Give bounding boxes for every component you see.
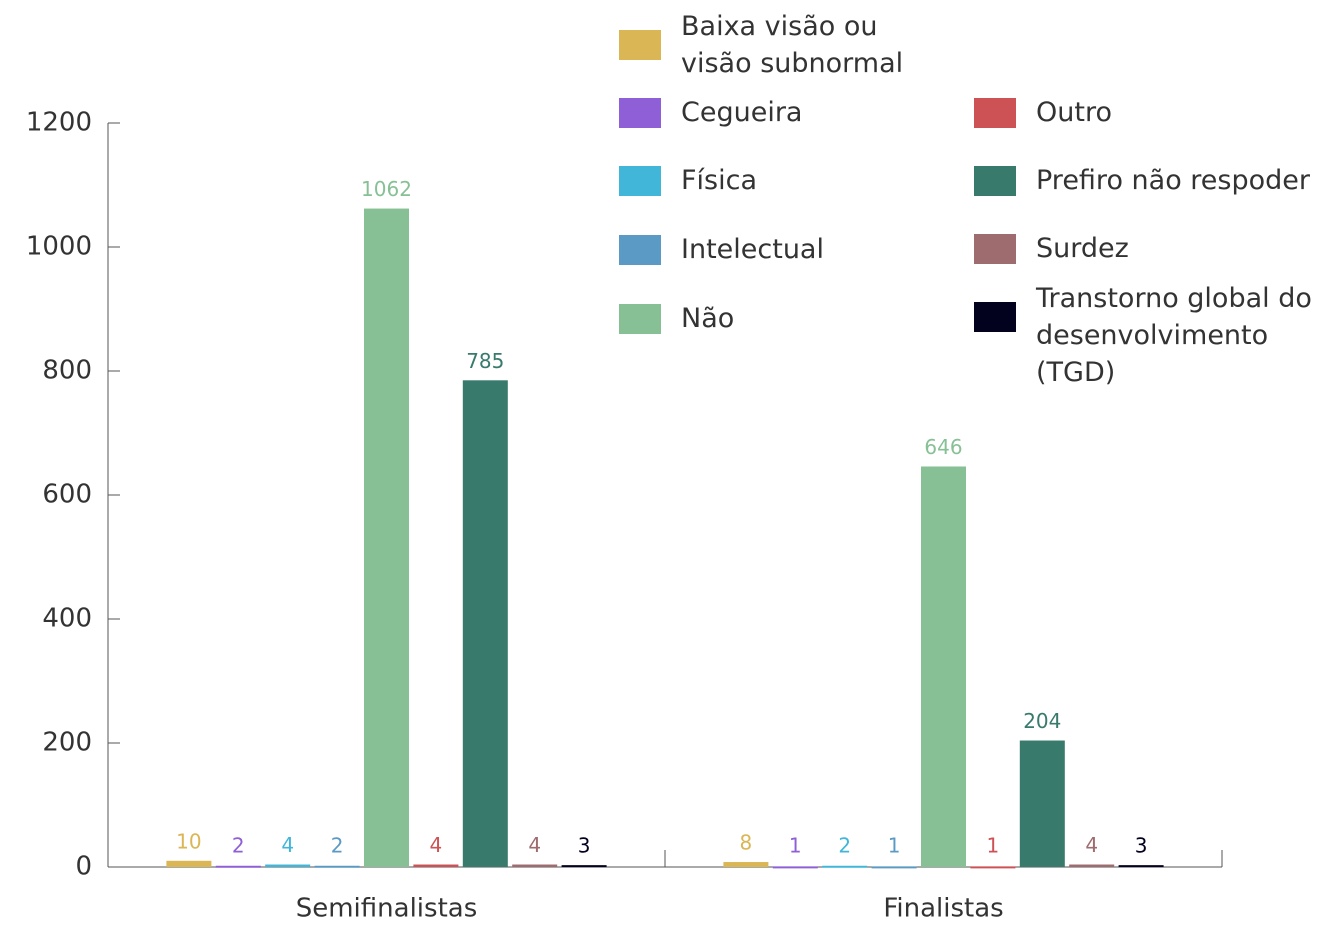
legend-item: Cegueira xyxy=(619,94,956,131)
value-label: 4 xyxy=(1085,833,1098,857)
value-label: 785 xyxy=(466,349,504,373)
value-label: 4 xyxy=(281,833,294,857)
legend-label: Baixa visão ou visão subnormal xyxy=(681,11,904,79)
legend-label: Intelectual xyxy=(681,234,824,265)
legend-swatch xyxy=(619,234,661,265)
bar xyxy=(314,865,360,868)
legend-swatch xyxy=(619,30,661,60)
legend-item: Surdez xyxy=(974,230,1316,267)
bar xyxy=(871,866,917,869)
y-tick-label: 1000 xyxy=(26,232,92,262)
bar xyxy=(970,866,1016,869)
legend-item: Outro xyxy=(974,94,1316,131)
x-tick-label: Finalistas xyxy=(883,894,1003,924)
legend-swatch xyxy=(619,303,661,334)
legend-label: Transtorno global do desenvolvimento (TG… xyxy=(1036,283,1312,388)
value-label: 10 xyxy=(176,829,201,853)
value-label: 4 xyxy=(430,833,443,857)
bar xyxy=(512,864,558,867)
legend-swatch xyxy=(619,165,661,196)
value-label: 2 xyxy=(838,834,851,858)
legend-item: Baixa visão ou visão subnormal xyxy=(619,8,956,82)
legend-swatch xyxy=(974,233,1016,264)
legend-label: Surdez xyxy=(1036,233,1129,264)
bar xyxy=(166,860,212,867)
value-label: 1062 xyxy=(361,177,412,201)
legend-item: Transtorno global do desenvolvimento (TG… xyxy=(974,280,1316,391)
bar xyxy=(822,865,868,868)
y-tick-label: 800 xyxy=(42,356,92,386)
bar xyxy=(1069,864,1115,867)
y-tick-label: 600 xyxy=(42,480,92,510)
value-label: 646 xyxy=(924,435,962,459)
value-label: 2 xyxy=(331,834,344,858)
y-tick-label: 200 xyxy=(42,728,92,758)
legend-item: Intelectual xyxy=(619,231,956,268)
legend-item: Prefiro não respoder xyxy=(974,162,1316,199)
bar xyxy=(462,380,508,867)
bar xyxy=(723,862,769,867)
value-label: 3 xyxy=(578,834,591,858)
value-label: 1 xyxy=(789,834,802,858)
legend-label: Prefiro não respoder xyxy=(1036,165,1310,196)
legend-item: Não xyxy=(619,300,956,337)
bar xyxy=(1118,865,1164,868)
bar xyxy=(921,466,966,867)
value-label: 4 xyxy=(528,833,541,857)
value-label: 2 xyxy=(232,834,245,858)
legend-swatch xyxy=(974,302,1016,332)
bar xyxy=(772,866,818,869)
bar xyxy=(1019,740,1065,867)
legend-swatch xyxy=(974,165,1016,196)
bar xyxy=(364,208,409,867)
legend-label: Cegueira xyxy=(681,97,803,128)
value-label: 8 xyxy=(740,831,753,855)
legend-swatch xyxy=(619,97,661,128)
x-tick-label: Semifinalistas xyxy=(296,894,478,924)
bar xyxy=(215,865,261,868)
legend-label: Não xyxy=(681,303,735,334)
value-label: 1 xyxy=(888,834,901,858)
bar xyxy=(413,864,459,867)
bar xyxy=(265,864,311,867)
legend-label: Física xyxy=(681,165,757,196)
legend-label: Outro xyxy=(1036,97,1112,128)
y-tick-label: 1200 xyxy=(26,108,92,138)
y-tick-label: 400 xyxy=(42,604,92,634)
bar xyxy=(561,865,607,868)
value-label: 3 xyxy=(1135,834,1148,858)
value-label: 1 xyxy=(987,834,1000,858)
legend-item: Física xyxy=(619,162,956,199)
value-label: 204 xyxy=(1023,709,1061,733)
legend-swatch xyxy=(974,97,1016,128)
y-tick-label: 0 xyxy=(75,852,92,882)
